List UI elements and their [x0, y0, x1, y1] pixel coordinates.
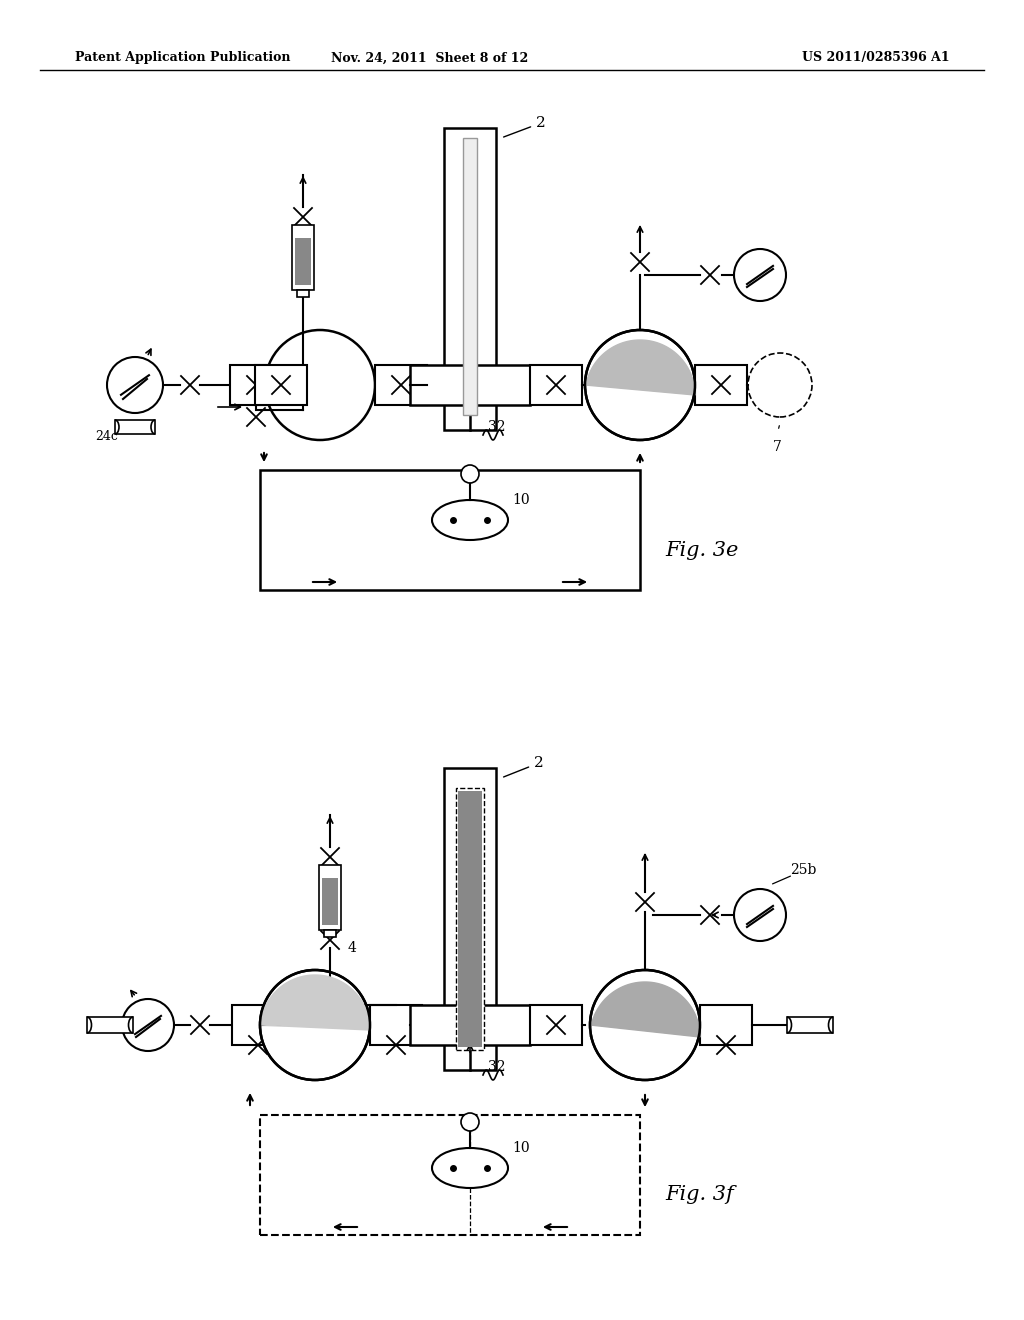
- Polygon shape: [585, 341, 695, 395]
- Circle shape: [461, 1113, 479, 1131]
- Circle shape: [734, 249, 786, 301]
- FancyBboxPatch shape: [232, 1005, 284, 1045]
- FancyBboxPatch shape: [456, 788, 484, 1049]
- Text: Fig. 3f: Fig. 3f: [665, 1185, 734, 1204]
- Circle shape: [106, 356, 163, 413]
- Text: 32: 32: [488, 1060, 506, 1074]
- FancyBboxPatch shape: [458, 791, 482, 1047]
- FancyBboxPatch shape: [375, 366, 427, 405]
- FancyBboxPatch shape: [410, 366, 530, 405]
- Text: 7: 7: [773, 440, 782, 454]
- Text: Fig. 3e: Fig. 3e: [665, 540, 738, 560]
- Text: 2: 2: [504, 756, 544, 777]
- Circle shape: [122, 999, 174, 1051]
- Polygon shape: [260, 975, 370, 1030]
- FancyBboxPatch shape: [295, 238, 311, 285]
- FancyBboxPatch shape: [324, 931, 336, 937]
- Circle shape: [461, 465, 479, 483]
- Text: US 2011/0285396 A1: US 2011/0285396 A1: [803, 51, 950, 65]
- FancyBboxPatch shape: [463, 139, 477, 414]
- FancyBboxPatch shape: [87, 1016, 133, 1034]
- FancyBboxPatch shape: [297, 290, 309, 297]
- Text: 25b: 25b: [790, 863, 816, 876]
- Circle shape: [265, 330, 375, 440]
- Circle shape: [590, 970, 700, 1080]
- Circle shape: [260, 970, 370, 1080]
- FancyBboxPatch shape: [292, 224, 314, 290]
- Text: Patent Application Publication: Patent Application Publication: [75, 51, 291, 65]
- FancyBboxPatch shape: [700, 1005, 752, 1045]
- Circle shape: [585, 330, 695, 440]
- FancyBboxPatch shape: [260, 1115, 640, 1236]
- Ellipse shape: [432, 1148, 508, 1188]
- Text: 10: 10: [512, 492, 529, 507]
- FancyBboxPatch shape: [370, 1005, 422, 1045]
- Ellipse shape: [432, 500, 508, 540]
- Text: 10: 10: [512, 1140, 529, 1155]
- Text: 2: 2: [504, 116, 546, 137]
- FancyBboxPatch shape: [115, 420, 155, 434]
- Text: 24c: 24c: [95, 430, 118, 444]
- FancyBboxPatch shape: [444, 768, 496, 1071]
- FancyBboxPatch shape: [319, 865, 341, 931]
- Text: 4: 4: [348, 941, 357, 954]
- FancyBboxPatch shape: [787, 1016, 833, 1034]
- FancyBboxPatch shape: [695, 366, 746, 405]
- FancyBboxPatch shape: [410, 1005, 530, 1045]
- FancyBboxPatch shape: [530, 1005, 582, 1045]
- FancyBboxPatch shape: [322, 878, 338, 925]
- Polygon shape: [590, 982, 700, 1038]
- FancyBboxPatch shape: [230, 366, 282, 405]
- FancyBboxPatch shape: [444, 128, 496, 430]
- FancyBboxPatch shape: [260, 470, 640, 590]
- FancyBboxPatch shape: [255, 366, 307, 405]
- FancyBboxPatch shape: [530, 366, 582, 405]
- Text: 32: 32: [488, 420, 506, 434]
- Circle shape: [748, 352, 812, 417]
- Text: Nov. 24, 2011  Sheet 8 of 12: Nov. 24, 2011 Sheet 8 of 12: [332, 51, 528, 65]
- Circle shape: [734, 888, 786, 941]
